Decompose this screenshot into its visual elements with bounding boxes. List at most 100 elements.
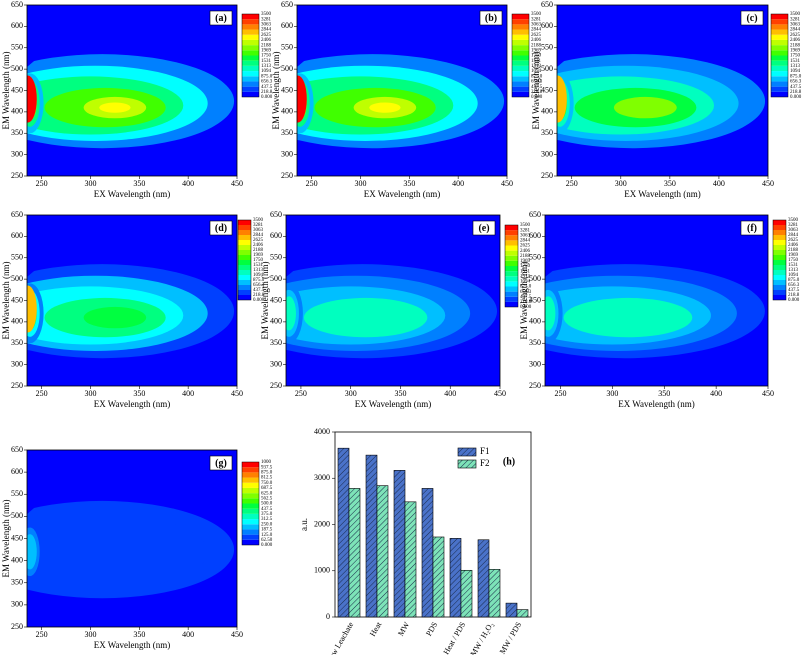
colorbar-band: [512, 91, 529, 97]
colorbar-band: [505, 240, 518, 246]
colorbar-band: [771, 14, 788, 20]
colorbar-label: 0.000: [788, 298, 800, 303]
colorbar-label: 2406: [253, 243, 264, 248]
x-axis-label: EX Wavelength (nm): [624, 189, 701, 199]
y-tick-label: 400: [11, 555, 23, 564]
colorbar-band: [242, 24, 259, 30]
y-tick-label: 550: [11, 253, 23, 262]
colorbar-band: [238, 235, 251, 240]
colorbar-band: [238, 280, 251, 285]
colorbar-label: 1969: [790, 48, 801, 53]
bar: [477, 539, 490, 618]
x-axis-label: EX Wavelength (nm): [94, 640, 171, 650]
colorbar-label: 375.0: [261, 512, 273, 517]
colorbar-band: [242, 472, 259, 478]
x-tick-label: 400: [444, 389, 456, 398]
colorbar-band: [242, 86, 259, 92]
colorbar-band: [512, 34, 529, 40]
colorbar-label: 0.000: [531, 95, 543, 100]
colorbar-band: [238, 250, 251, 255]
colorbar-frame: [511, 13, 530, 98]
bar: [460, 569, 473, 618]
colorbar-band: [771, 55, 788, 61]
y-tick-label: 550: [541, 43, 553, 52]
colorbar-band: [242, 508, 259, 514]
colorbar-label: 3281: [531, 17, 542, 22]
colorbar-band: [242, 34, 259, 40]
colorbar-label: 2406: [788, 243, 799, 248]
colorbar-band: [773, 250, 786, 255]
x-tick-label: 300: [84, 179, 96, 188]
y-tick-label: 450: [11, 533, 23, 542]
scatter-band: [557, 5, 631, 67]
colorbar-label: 2188: [790, 43, 801, 48]
y-tick-label: 300: [11, 600, 23, 609]
colorbar-band: [771, 50, 788, 56]
colorbar-label: 2406: [790, 38, 801, 43]
colorbar-label: 1000: [261, 460, 272, 465]
colorbar-label: 2844: [790, 28, 801, 33]
x-tick-label: 250: [566, 179, 578, 188]
y-tick-label: 650: [11, 0, 23, 9]
x-axis-label: EX Wavelength (nm): [364, 189, 441, 199]
colorbar-band: [773, 225, 786, 230]
colorbar-label: 1750: [788, 258, 799, 263]
colorbar-band: [512, 86, 529, 92]
colorbar-label: 687.5: [261, 486, 273, 491]
colorbar-band: [512, 76, 529, 82]
colorbar-label: 656.3: [520, 290, 532, 295]
y-tick-label: 250: [11, 381, 23, 390]
colorbar-band: [238, 230, 251, 235]
y-axis-label: EM Wavelength (nm): [260, 261, 270, 339]
y-tick-label: 600: [11, 467, 23, 476]
colorbar-band: [771, 81, 788, 87]
y-tick-label: 500: [11, 64, 23, 73]
colorbar-label: 875.0: [253, 278, 265, 283]
colorbar-label: 3063: [790, 23, 801, 28]
contour-region: [27, 75, 37, 123]
y-tick-label: 350: [11, 578, 23, 587]
y-tick-label: 600: [541, 21, 553, 30]
y-tick-label: 350: [529, 338, 541, 347]
x-tick-label: Raw Leachate: [325, 620, 356, 655]
colorbar-band: [773, 245, 786, 250]
x-tick-label: Heat / PDS: [442, 620, 468, 655]
colorbar-label: 656.3: [531, 80, 543, 85]
contour-region: [83, 306, 147, 329]
y-tick-label: 450: [541, 85, 553, 94]
colorbar-label: 187.5: [261, 528, 273, 533]
colorbar-band: [505, 296, 518, 302]
y-tick-label: 250: [11, 171, 23, 180]
x-tick-label: PDS: [424, 620, 439, 637]
x-tick-label: 400: [182, 389, 194, 398]
scatter-band: [27, 215, 101, 277]
colorbar-band: [771, 24, 788, 30]
panel-label: (g): [215, 458, 227, 469]
y-tick-label: 3000: [314, 473, 330, 482]
colorbar-band: [242, 76, 259, 82]
y-tick-label: 450: [11, 295, 23, 304]
colorbar-label: 3281: [261, 17, 272, 22]
colorbar-band: [505, 281, 518, 287]
y-tick-label: 4000: [314, 427, 330, 436]
colorbar-label: 3063: [261, 23, 272, 28]
contour-field: [27, 215, 237, 386]
y-tick-label: 600: [529, 231, 541, 240]
panel-label-box: [472, 220, 496, 236]
x-tick-label: 400: [713, 179, 725, 188]
colorbar-band: [242, 503, 259, 509]
colorbar-label: 3500: [520, 223, 531, 228]
colorbar-label: 2625: [790, 33, 801, 38]
colorbar-label: 312.5: [261, 517, 273, 522]
colorbar-label: 3281: [790, 17, 801, 22]
x-tick-label: 300: [354, 179, 366, 188]
x-tick-label: 450: [762, 389, 774, 398]
colorbar-frame: [772, 219, 787, 301]
colorbar-band: [242, 534, 259, 540]
colorbar-band: [505, 255, 518, 261]
colorbar-label: 218.8: [788, 293, 800, 298]
colorbar-band: [242, 524, 259, 530]
panel-label: (f): [747, 223, 757, 234]
colorbar-label: 1969: [531, 48, 542, 53]
